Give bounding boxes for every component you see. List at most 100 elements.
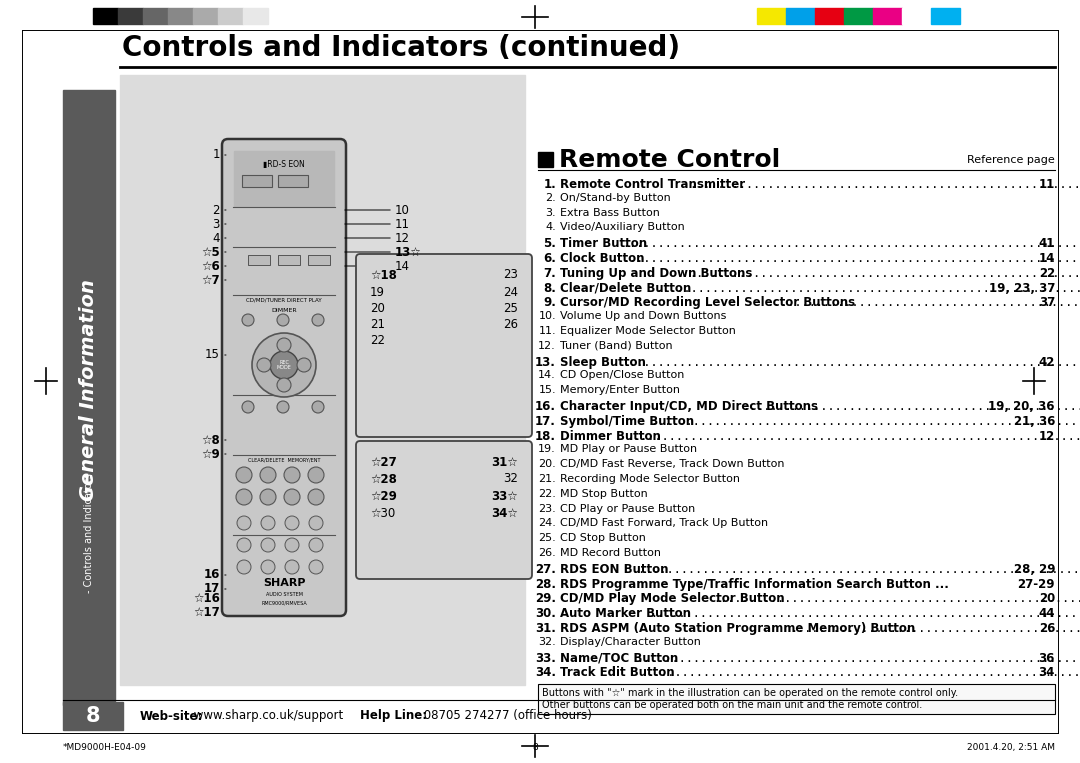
Text: 15: 15 xyxy=(205,349,220,362)
Bar xyxy=(843,8,873,24)
Text: - Controls and Indicators -: - Controls and Indicators - xyxy=(84,467,94,593)
Circle shape xyxy=(309,538,323,552)
Text: *MD9000H-E04-09: *MD9000H-E04-09 xyxy=(63,743,147,752)
Circle shape xyxy=(284,489,300,505)
Text: Symbol/Time Button: Symbol/Time Button xyxy=(561,415,694,428)
Text: 23: 23 xyxy=(503,269,518,282)
Text: 25: 25 xyxy=(503,301,518,314)
Text: RDS EON Button: RDS EON Button xyxy=(561,563,669,576)
Text: Buttons with "☆" mark in the illustration can be operated on the remote control : Buttons with "☆" mark in the illustratio… xyxy=(542,688,958,698)
Text: Video/Auxiliary Button: Video/Auxiliary Button xyxy=(561,222,685,233)
Text: 11: 11 xyxy=(395,217,410,230)
Text: Extra Bass Button: Extra Bass Button xyxy=(561,208,660,217)
Text: 27.: 27. xyxy=(535,563,556,576)
Text: 14: 14 xyxy=(1039,252,1055,265)
Bar xyxy=(168,8,193,24)
Circle shape xyxy=(276,378,291,392)
Text: 16: 16 xyxy=(204,568,220,581)
Text: Other buttons can be operated both on the main unit and the remote control.: Other buttons can be operated both on th… xyxy=(542,700,922,710)
Bar xyxy=(248,255,270,265)
Text: ................................................................................: ........................................… xyxy=(689,178,1080,191)
Text: Tuner (Band) Button: Tuner (Band) Button xyxy=(561,341,673,351)
Circle shape xyxy=(285,560,299,574)
Text: Name/TOC Button: Name/TOC Button xyxy=(561,652,678,665)
Text: 13☆: 13☆ xyxy=(395,246,422,259)
Text: 1.: 1. xyxy=(543,178,556,191)
Circle shape xyxy=(285,538,299,552)
Text: 2.: 2. xyxy=(545,193,556,203)
Text: ................................................................................: ........................................… xyxy=(632,563,1080,576)
Text: SHARP: SHARP xyxy=(262,578,306,588)
Circle shape xyxy=(309,516,323,530)
Bar xyxy=(193,8,218,24)
Text: 34☆: 34☆ xyxy=(491,507,518,520)
Bar xyxy=(243,8,268,24)
Text: 12: 12 xyxy=(1039,430,1055,443)
Text: 23.: 23. xyxy=(538,504,556,513)
FancyBboxPatch shape xyxy=(222,139,346,616)
Bar xyxy=(538,152,553,167)
FancyBboxPatch shape xyxy=(356,441,532,579)
Bar xyxy=(63,702,123,730)
Text: ☆28: ☆28 xyxy=(370,472,396,485)
Text: ☆18: ☆18 xyxy=(370,269,396,282)
Text: Clear/Delete Button: Clear/Delete Button xyxy=(561,282,691,295)
Text: DIMMER: DIMMER xyxy=(271,307,297,313)
Text: 28, 29: 28, 29 xyxy=(1013,563,1055,576)
Text: CD Open/Close Button: CD Open/Close Button xyxy=(561,370,685,381)
Text: 30.: 30. xyxy=(535,607,556,620)
Text: 12.: 12. xyxy=(538,341,556,351)
Text: Web-site:: Web-site: xyxy=(140,710,203,723)
Text: CLEAR/DELETE  MEMORY/ENT: CLEAR/DELETE MEMORY/ENT xyxy=(247,458,321,462)
Text: Recording Mode Selector Button: Recording Mode Selector Button xyxy=(561,474,740,484)
Bar xyxy=(815,8,843,24)
Text: Character Input/CD, MD Direct Buttons: Character Input/CD, MD Direct Buttons xyxy=(561,400,818,413)
Circle shape xyxy=(261,516,275,530)
Bar xyxy=(120,75,525,685)
Bar xyxy=(931,8,960,24)
Text: MD Play or Pause Button: MD Play or Pause Button xyxy=(561,444,697,455)
Text: 17: 17 xyxy=(204,582,220,595)
Circle shape xyxy=(237,560,251,574)
Circle shape xyxy=(270,351,298,379)
Text: 26: 26 xyxy=(503,317,518,330)
Text: 18.: 18. xyxy=(535,430,556,443)
Text: CD Stop Button: CD Stop Button xyxy=(561,533,646,543)
Text: 26.: 26. xyxy=(538,548,556,558)
Text: Display/Character Button: Display/Character Button xyxy=(561,637,701,647)
Text: 21, 36: 21, 36 xyxy=(1014,415,1055,428)
Text: Tuning Up and Down Buttons: Tuning Up and Down Buttons xyxy=(561,267,753,280)
Text: 17.: 17. xyxy=(535,415,556,428)
Text: ................................................................................: ........................................… xyxy=(650,607,1080,620)
Text: ................................................................................: ........................................… xyxy=(622,252,1080,265)
Text: 33☆: 33☆ xyxy=(491,490,518,503)
Bar xyxy=(118,8,143,24)
Text: ☆5: ☆5 xyxy=(201,246,220,259)
Text: CD/MD Play Mode Selector Button: CD/MD Play Mode Selector Button xyxy=(561,592,785,605)
Circle shape xyxy=(242,314,254,326)
Text: www.sharp.co.uk/support: www.sharp.co.uk/support xyxy=(190,710,343,723)
Text: 20: 20 xyxy=(1039,592,1055,605)
Circle shape xyxy=(284,467,300,483)
Text: Remote Control Transmitter: Remote Control Transmitter xyxy=(561,178,745,191)
Text: ................................................................................: ........................................… xyxy=(646,666,1080,679)
Bar xyxy=(538,684,1055,714)
Circle shape xyxy=(237,538,251,552)
Text: 10.: 10. xyxy=(538,311,556,321)
Text: ☆9: ☆9 xyxy=(201,448,220,461)
Text: CD Play or Pause Button: CD Play or Pause Button xyxy=(561,504,696,513)
Text: 29.: 29. xyxy=(535,592,556,605)
Bar xyxy=(242,175,272,187)
Text: 42: 42 xyxy=(1039,356,1055,369)
Text: 8: 8 xyxy=(85,706,100,726)
Text: 21.: 21. xyxy=(538,474,556,484)
Text: 11: 11 xyxy=(1039,178,1055,191)
Text: 13.: 13. xyxy=(535,356,556,369)
Text: 3.: 3. xyxy=(545,208,556,217)
Text: ☆8: ☆8 xyxy=(201,433,220,446)
Text: Auto Marker Button: Auto Marker Button xyxy=(561,607,691,620)
Bar xyxy=(308,255,330,265)
Text: CD/MD/TUNER DIRECT PLAY: CD/MD/TUNER DIRECT PLAY xyxy=(246,298,322,302)
Circle shape xyxy=(260,467,276,483)
Text: 16.: 16. xyxy=(535,400,556,413)
